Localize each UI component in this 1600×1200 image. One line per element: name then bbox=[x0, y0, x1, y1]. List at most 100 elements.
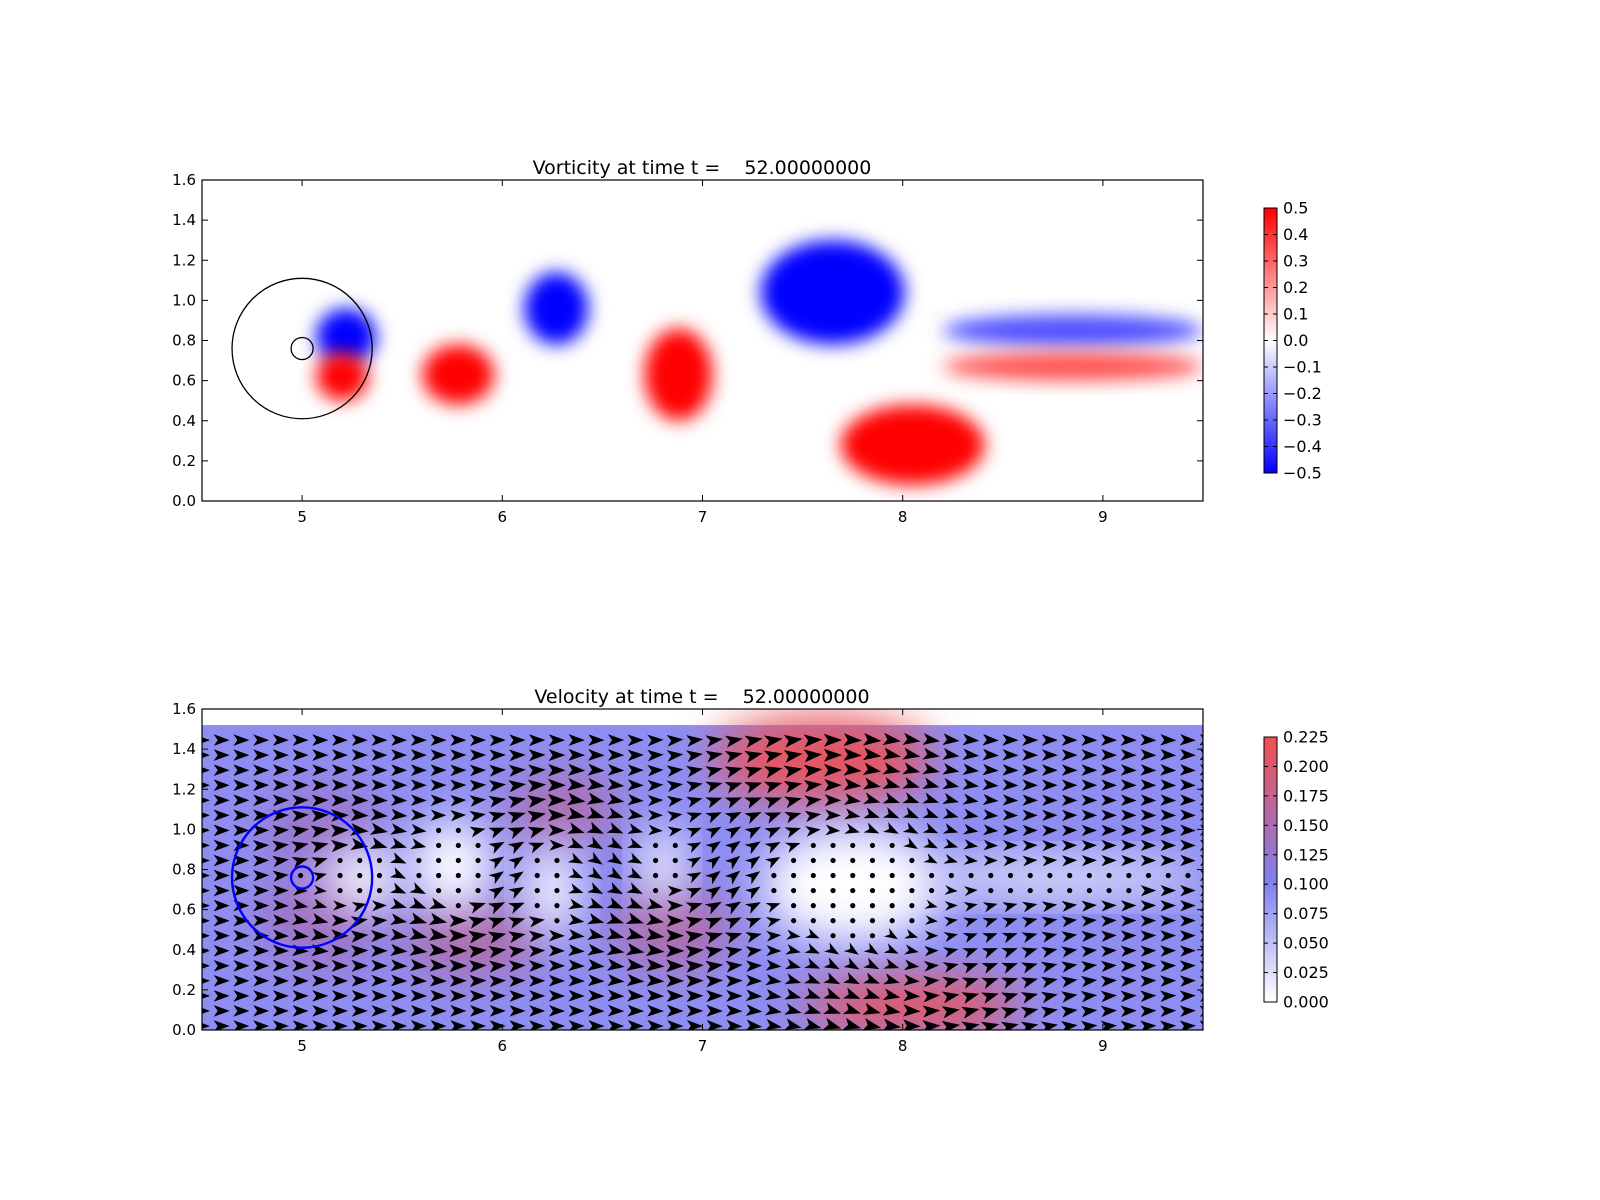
velocity-arrow-154 bbox=[1179, 990, 1196, 1003]
velocity-arrow-922 bbox=[942, 762, 960, 775]
velocity-arrow-115 bbox=[410, 989, 428, 1002]
velocity-arrow-852 bbox=[587, 778, 605, 791]
velocity-arrow-640 bbox=[507, 841, 525, 855]
velocity-arrow-541 bbox=[606, 866, 623, 880]
velocity-arrow-993 bbox=[292, 734, 309, 746]
velocity-arrow-203 bbox=[1120, 975, 1137, 987]
velocity-arrow-460 bbox=[1061, 900, 1078, 912]
velocity-arrow-72 bbox=[588, 1004, 605, 1017]
velocity-point-450 bbox=[869, 903, 876, 909]
velocity-arrow-546 bbox=[705, 870, 721, 885]
velocity-arrow-1013 bbox=[686, 735, 704, 747]
velocity-arrow-839 bbox=[331, 779, 349, 792]
velocity-arrow-611 bbox=[963, 854, 978, 865]
velocity-arrow-57 bbox=[292, 1005, 309, 1017]
velocity-arrow-870 bbox=[942, 777, 960, 790]
velocity-arrow-329 bbox=[528, 930, 546, 943]
velocity-arrow-625 bbox=[213, 839, 230, 852]
velocity-arrow-970 bbox=[862, 747, 882, 761]
velocity-point-537 bbox=[534, 872, 540, 879]
velocity-point-544 bbox=[672, 872, 678, 879]
velocity-arrow-419 bbox=[253, 899, 270, 912]
velocity-arrow-335 bbox=[645, 928, 665, 941]
velocity-point-501 bbox=[850, 887, 856, 894]
velocity-arrow-291 bbox=[804, 943, 820, 954]
y-tick-label: 1.4 bbox=[172, 211, 196, 229]
velocity-arrow-89 bbox=[922, 1005, 941, 1018]
velocity-arrow-361 bbox=[1160, 930, 1177, 942]
velocity-arrow-805 bbox=[686, 796, 703, 808]
velocity-arrow-842 bbox=[391, 779, 408, 791]
velocity-arrow-378 bbox=[468, 916, 487, 929]
velocity-arrow-1017 bbox=[764, 735, 783, 748]
velocity-arrow-911 bbox=[724, 766, 743, 779]
velocity-arrow-131 bbox=[726, 989, 743, 1002]
velocity-arrow-1024 bbox=[902, 732, 921, 745]
velocity-arrow-296 bbox=[904, 944, 919, 955]
velocity-point-429 bbox=[455, 903, 461, 909]
velocity-point-590 bbox=[554, 857, 560, 864]
velocity-arrow-577 bbox=[291, 856, 309, 869]
velocity-arrow-150 bbox=[1100, 990, 1118, 1003]
velocity-arrow-225 bbox=[528, 960, 546, 972]
velocity-arrow-891 bbox=[331, 764, 349, 777]
velocity-arrow-217 bbox=[371, 959, 388, 972]
velocity-arrow-158 bbox=[233, 974, 250, 987]
velocity-arrow-900 bbox=[508, 764, 526, 777]
velocity-arrow-752 bbox=[667, 811, 683, 822]
velocity-arrow-494 bbox=[705, 886, 722, 900]
velocity-arrow-785 bbox=[292, 794, 309, 807]
velocity-arrow-617 bbox=[1081, 855, 1097, 867]
velocity-arrow-808 bbox=[744, 797, 763, 809]
velocity-arrow-161 bbox=[292, 974, 309, 987]
velocity-arrow-879 bbox=[1120, 779, 1137, 791]
velocity-arrow-160 bbox=[272, 974, 289, 987]
velocity-point-553 bbox=[850, 872, 856, 879]
velocity-arrow-828 bbox=[1140, 794, 1157, 806]
velocity-arrow-745 bbox=[527, 810, 546, 824]
velocity-arrow-275 bbox=[488, 945, 507, 959]
velocity-arrow-702 bbox=[705, 826, 722, 839]
velocity-arrow-691 bbox=[488, 827, 506, 839]
velocity-arrow-651 bbox=[724, 841, 741, 855]
velocity-arrow-232 bbox=[666, 959, 685, 973]
velocity-arrow-193 bbox=[923, 975, 940, 988]
velocity-arrow-90 bbox=[941, 1006, 960, 1019]
velocity-arrow-147 bbox=[1040, 991, 1058, 1004]
velocity-arrow-308 bbox=[1140, 945, 1157, 957]
velocity-arrow-407 bbox=[1041, 916, 1058, 928]
velocity-point-504 bbox=[909, 887, 915, 894]
velocity-arrow-934 bbox=[1179, 764, 1196, 776]
velocity-arrow-79 bbox=[726, 1004, 743, 1017]
velocity-title: Velocity at time t = 52.00000000 bbox=[534, 686, 869, 708]
velocity-arrow-276 bbox=[508, 945, 526, 958]
velocity-arrow-806 bbox=[705, 797, 723, 809]
velocity-arrow-43 bbox=[1040, 1021, 1059, 1030]
velocity-arrow-622 bbox=[1180, 854, 1196, 867]
velocity-arrow-226 bbox=[548, 959, 566, 972]
velocity-arrow-489 bbox=[606, 881, 624, 895]
velocity-arrow-137 bbox=[842, 987, 861, 999]
velocity-arrow-957 bbox=[607, 749, 625, 761]
velocity-arrow-148 bbox=[1060, 991, 1078, 1003]
velocity-point-581 bbox=[376, 857, 383, 864]
velocity-arrow-80 bbox=[745, 1004, 763, 1016]
velocity-arrow-389 bbox=[685, 916, 704, 929]
velocity-arrow-630 bbox=[310, 841, 329, 854]
velocity-arrow-102 bbox=[1179, 1005, 1196, 1018]
velocity-arrow-181 bbox=[686, 974, 704, 988]
velocity-arrow-947 bbox=[410, 749, 427, 761]
velocity-arrow-669 bbox=[1081, 839, 1098, 852]
velocity-arrow-99 bbox=[1120, 1005, 1137, 1018]
velocity-arrow-68 bbox=[509, 1005, 526, 1017]
velocity-arrow-197 bbox=[1001, 977, 1019, 989]
velocity-arrow-151 bbox=[1120, 990, 1137, 1003]
velocity-arrow-120 bbox=[509, 990, 526, 1002]
velocity-arrow-413 bbox=[1160, 915, 1177, 927]
velocity-arrow-332 bbox=[587, 928, 605, 940]
velocity-point-449 bbox=[850, 903, 856, 909]
velocity-arrow-766 bbox=[942, 807, 959, 819]
velocity-point-555 bbox=[889, 872, 895, 879]
velocity-arrow-776 bbox=[1140, 809, 1157, 821]
velocity-point-638 bbox=[475, 842, 481, 849]
